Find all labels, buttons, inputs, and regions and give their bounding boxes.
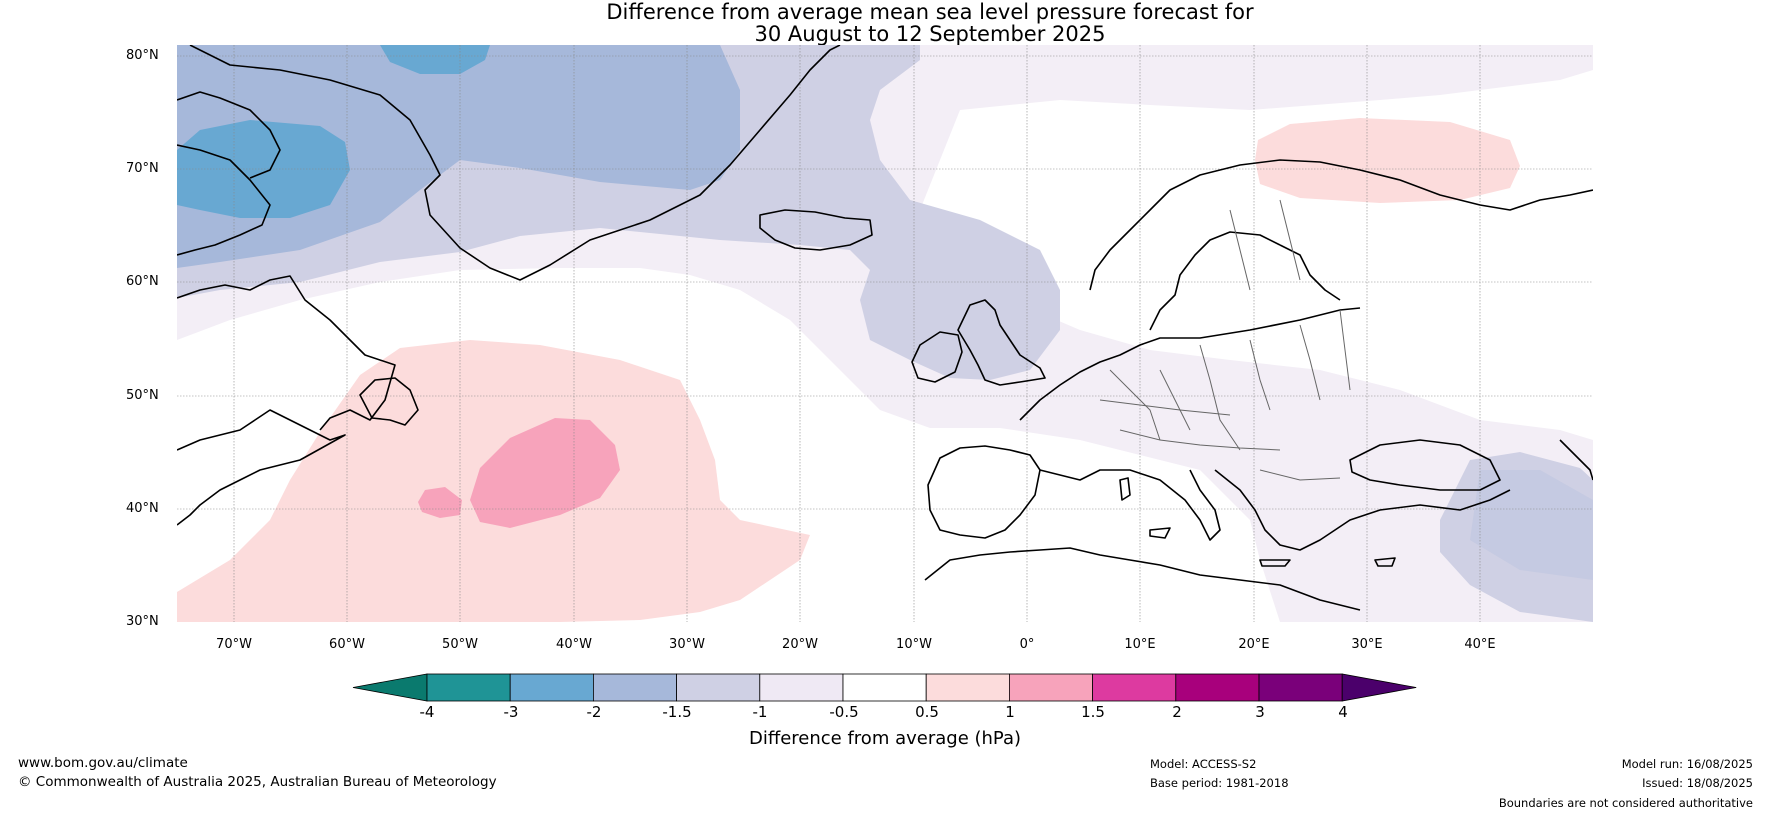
- coastline-newfoundland: [359, 377, 419, 426]
- footer-model: Model: ACCESS-S2: [1150, 757, 1257, 771]
- colorbar-segment: [426, 673, 511, 702]
- coastline-black-sea: [1349, 439, 1501, 491]
- map-title-line1: Difference from average mean sea level p…: [606, 0, 1254, 24]
- coastline-canada-north: [177, 144, 271, 256]
- coastline-iceland: [759, 209, 873, 251]
- coastline-us-east: [177, 409, 346, 526]
- lon-label-20w: 20°W: [782, 637, 818, 652]
- colorbar-segment: [925, 673, 1010, 702]
- colorbar-tick-pos4: 4: [1338, 703, 1348, 721]
- colorbar-segment: [842, 673, 927, 702]
- colorbar-tick-neg15: -1.5: [662, 703, 692, 721]
- colorbar-tick-pos3: 3: [1255, 703, 1265, 721]
- lon-label-40e: 40°E: [1464, 637, 1496, 652]
- coastline-balkans: [1214, 469, 1511, 551]
- footer-model-run: Model run: 16/08/2025: [1621, 757, 1753, 771]
- lon-label-60w: 60°W: [329, 637, 365, 652]
- lat-label-60n: 60°N: [126, 274, 159, 289]
- colorbar-tick-neg3: -3: [503, 703, 519, 721]
- footer-website: www.bom.gov.au/climate: [18, 755, 188, 771]
- coastline-north-africa: [924, 547, 1361, 611]
- lon-label-70w: 70°W: [216, 637, 252, 652]
- coastline-crete: [1259, 559, 1291, 567]
- colorbar-arrow-low: [352, 673, 428, 702]
- coastline-sardinia: [1119, 477, 1131, 501]
- map-area: [177, 45, 1593, 622]
- colorbar-tick-neg4: -4: [419, 703, 435, 721]
- coastlines: [177, 45, 1593, 611]
- lat-label-40n: 40°N: [126, 501, 159, 516]
- coastline-sweden-baltic: [1149, 231, 1281, 331]
- lon-label-10e: 10°E: [1124, 637, 1156, 652]
- colorbar-tick-pos2: 2: [1172, 703, 1182, 721]
- colorbar-tick-pos1: 1: [1005, 703, 1015, 721]
- footer-copyright: © Commonwealth of Australia 2025, Austra…: [18, 774, 497, 790]
- coastline-ireland: [911, 331, 963, 383]
- colorbar-tick-neg1: -1: [752, 703, 768, 721]
- colorbar-tick-neg05: -0.5: [829, 703, 859, 721]
- coastline-greenland: [189, 45, 841, 281]
- lon-label-40w: 40°W: [556, 637, 592, 652]
- colorbar-arrow-high: [1341, 673, 1417, 702]
- footer-base-period: Base period: 1981-2018: [1150, 776, 1289, 790]
- anomaly-region-pos1-atlantic: [470, 418, 620, 528]
- colorbar-segment: [759, 673, 844, 702]
- colorbar-segment: [1092, 673, 1177, 702]
- anomaly-region-neg2-west: [177, 120, 350, 218]
- colorbar-tick-pos05: 0.5: [915, 703, 939, 721]
- coastline-europe-west: [1019, 307, 1361, 421]
- lon-label-30w: 30°W: [669, 637, 705, 652]
- anomaly-region-neg2-north: [380, 45, 490, 74]
- coastline-great-britain: [957, 299, 1046, 386]
- lat-label-80n: 80°N: [126, 48, 159, 63]
- country-borders: [1099, 199, 1351, 481]
- coastline-sicily: [1149, 527, 1171, 539]
- coastline-caspian: [1559, 439, 1593, 481]
- colorbar-segment: [509, 673, 594, 702]
- coastline-scandinavia: [1089, 159, 1593, 291]
- anomaly-region-pos1-west: [418, 487, 462, 518]
- coastline-cyprus: [1374, 557, 1396, 567]
- colorbar-tick-neg2: -2: [586, 703, 602, 721]
- colorbar-segment: [593, 673, 678, 702]
- coastline-labrador: [177, 275, 396, 431]
- colorbar-segment: [1175, 673, 1260, 702]
- footer-disclaimer: Boundaries are not considered authoritat…: [1498, 796, 1753, 810]
- coastline-mediterranean-north: [1039, 469, 1221, 541]
- colorbar-segment: [1009, 673, 1094, 702]
- coastline-iberia: [927, 445, 1041, 539]
- colorbar-segment: [1258, 673, 1343, 702]
- colorbar-label: Difference from average (hPa): [748, 728, 1022, 749]
- colorbar-segment: [676, 673, 761, 702]
- anomaly-region-neg15-east-inner: [1470, 470, 1593, 580]
- footer-issued: Issued: 18/08/2025: [1642, 776, 1753, 790]
- lon-label-0: 0°: [1019, 637, 1035, 652]
- lon-label-20e: 20°E: [1238, 637, 1270, 652]
- map-title-line2: 30 August to 12 September 2025: [754, 22, 1106, 46]
- lat-label-50n: 50°N: [126, 388, 159, 403]
- colorbar-tick-pos15: 1.5: [1081, 703, 1105, 721]
- lat-label-70n: 70°N: [126, 161, 159, 176]
- lon-label-10w: 10°W: [896, 637, 932, 652]
- coastline-baffin: [177, 91, 281, 179]
- lon-label-30e: 30°E: [1351, 637, 1383, 652]
- anomaly-region-neg15-east: [1440, 452, 1593, 622]
- lat-label-30n: 30°N: [126, 614, 159, 629]
- anomaly-region-pos05-barents: [1255, 118, 1520, 203]
- lon-label-50w: 50°W: [442, 637, 478, 652]
- anomaly-region-neg15: [177, 45, 740, 268]
